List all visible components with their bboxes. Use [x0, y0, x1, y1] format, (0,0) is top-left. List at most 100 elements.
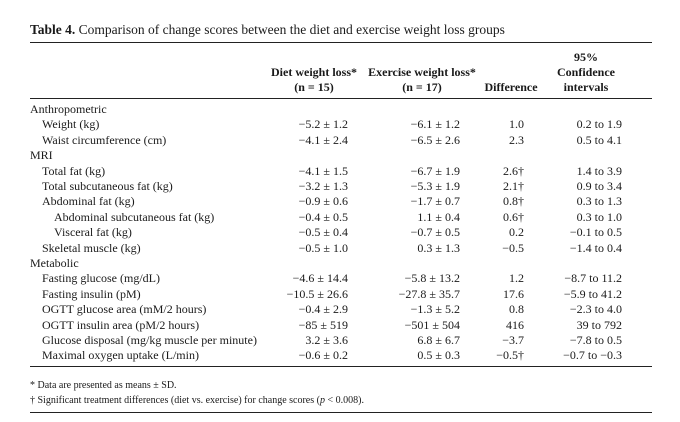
table-row: Abdominal fat (kg) −0.9 ± 0.6 −1.7 ± 0.7 0.…	[0, 194, 680, 209]
ci-value: 39 to 792	[576, 317, 622, 332]
exercise-value: −5.8 ± 13.2	[404, 271, 460, 286]
row-label: Total fat (kg)	[42, 163, 106, 178]
row-label: Maximal oxygen uptake (L/min)	[42, 348, 199, 363]
table-row: Skeletal muscle (kg) −0.5 ± 1.0 0.3 ± 1.3 −…	[0, 241, 680, 256]
row-label: Waist circumference (cm)	[42, 132, 167, 147]
row-label: OGTT glucose area (mM/2 hours)	[42, 302, 207, 317]
exercise-value: −1.3 ± 5.2	[410, 302, 460, 317]
row-label: OGTT insulin area (pM/2 hours)	[42, 317, 200, 332]
difference-value: 2.3	[509, 132, 524, 147]
diet-value: −4.1 ± 1.5	[298, 163, 348, 178]
section-heading-row: MRI	[0, 148, 680, 163]
difference-value: 0.8	[509, 302, 524, 317]
top-rule	[30, 42, 652, 43]
table-row: Fasting insulin (pM) −10.5 ± 26.6 −27.8 ± …	[0, 287, 680, 302]
table-row: Total fat (kg) −4.1 ± 1.5 −6.7 ± 1.9 2.6† 1.…	[0, 164, 680, 179]
row-label: MRI	[30, 148, 53, 163]
difference-value: −0.5†	[496, 348, 524, 363]
row-label: Metabolic	[30, 256, 79, 270]
section-heading-row: Metabolic	[0, 256, 680, 271]
exercise-value: −6.1 ± 1.2	[410, 117, 460, 132]
table-row: OGTT glucose area (mM/2 hours) −0.4 ± 2.9…	[0, 302, 680, 317]
exercise-value: −1.7 ± 0.7	[410, 194, 460, 209]
table-row: Visceral fat (kg) −0.5 ± 0.4 −0.7 ± 0.5 0.2…	[0, 225, 680, 240]
diet-value: −0.4 ± 0.5	[298, 209, 348, 224]
difference-value: 0.2	[509, 225, 524, 240]
table-row: OGTT insulin area (pM/2 hours) −85 ± 519 −…	[0, 318, 680, 333]
table-row: Fasting glucose (mg/dL) −4.6 ± 14.4 −5.8 ±…	[0, 271, 680, 286]
ci-value: 0.2 to 1.9	[576, 117, 622, 132]
header-ci-line2: Confidence	[557, 65, 615, 79]
table-row: Total subcutaneous fat (kg) −3.2 ± 1.3 −5.…	[0, 179, 680, 194]
footnote-2-post: < 0.008).	[324, 395, 364, 406]
diet-value: −10.5 ± 26.6	[286, 286, 348, 301]
difference-value: 1.2	[509, 271, 524, 286]
ci-value: −1.4 to 0.4	[569, 240, 622, 255]
ci-value: 0.5 to 4.1	[576, 132, 622, 147]
ci-value: 0.9 to 3.4	[576, 179, 622, 193]
ci-value: −7.8 to 0.5	[569, 333, 622, 347]
diet-value: −3.2 ± 1.3	[298, 179, 348, 193]
row-label: Skeletal muscle (kg)	[42, 240, 141, 255]
footnote-1-text: * Data are presented as means ± SD.	[30, 380, 177, 391]
difference-value: −3.7	[502, 333, 524, 347]
table-row: Waist circumference (cm) −4.1 ± 2.4 −6.5 ±…	[0, 133, 680, 148]
difference-value: 1.0	[509, 117, 524, 132]
ci-value: −5.9 to 41.2	[563, 286, 622, 301]
header-exercise-n: (n = 17)	[402, 80, 442, 94]
footer-rule	[30, 412, 652, 413]
exercise-value: −0.7 ± 0.5	[410, 225, 460, 240]
ci-value: −0.7 to −0.3	[563, 348, 622, 363]
exercise-value: 6.8 ± 6.7	[417, 333, 460, 347]
difference-value: 17.6	[503, 286, 524, 301]
ci-value: −8.7 to 11.2	[564, 271, 622, 286]
bottom-rule	[30, 366, 652, 367]
difference-value: −0.5	[502, 240, 524, 255]
ci-value: −2.3 to 4.0	[569, 302, 622, 317]
table-row: Abdominal subcutaneous fat (kg) −0.4 ± 0.…	[0, 210, 680, 225]
difference-value: 2.6†	[503, 163, 524, 178]
ci-value: 0.3 to 1.3	[576, 194, 622, 209]
header-exercise-label: Exercise weight loss*	[368, 65, 476, 79]
diet-value: −0.4 ± 2.9	[298, 302, 348, 317]
exercise-value: −501 ± 504	[404, 317, 460, 332]
header-ci-line1: 95%	[574, 50, 598, 64]
header-rule	[30, 98, 652, 99]
caption-text: Comparison of change scores between the …	[78, 22, 505, 37]
difference-value: 2.1†	[503, 179, 524, 193]
exercise-value: 0.3 ± 1.3	[417, 240, 460, 255]
header-diet-label: Diet weight loss*	[271, 65, 357, 79]
row-label: Abdominal fat (kg)	[42, 194, 135, 209]
header-exercise: Exercise weight loss* (n = 17)	[362, 65, 482, 95]
row-label: Anthropometric	[30, 102, 107, 116]
ci-value: 0.3 to 1.0	[576, 209, 622, 224]
header-difference: Difference	[476, 80, 546, 95]
header-ci-line3: intervals	[563, 80, 609, 94]
diet-value: −0.9 ± 0.6	[298, 194, 348, 209]
exercise-value: −27.8 ± 35.7	[398, 286, 460, 301]
row-label: Weight (kg)	[42, 117, 100, 132]
difference-value: 0.6†	[503, 209, 524, 224]
ci-value: −0.1 to 0.5	[569, 225, 622, 240]
header-difference-label: Difference	[484, 80, 538, 94]
table-row: Weight (kg) −5.2 ± 1.2 −6.1 ± 1.2 1.0 0.2 to…	[0, 117, 680, 132]
header-diet: Diet weight loss* (n = 15)	[262, 65, 366, 95]
exercise-value: 0.5 ± 0.3	[417, 348, 460, 363]
row-label: Fasting insulin (pM)	[42, 286, 141, 301]
row-label: Glucose disposal (mg/kg muscle per minut…	[42, 333, 257, 347]
section-heading-row: Anthropometric	[0, 102, 680, 117]
footnote-2: † Significant treatment differences (die…	[30, 395, 364, 406]
difference-value: 0.8†	[503, 194, 524, 209]
table-caption: Table 4. Comparison of change scores bet…	[30, 22, 505, 38]
footnote-1: * Data are presented as means ± SD.	[30, 380, 177, 391]
diet-value: −85 ± 519	[298, 317, 348, 332]
header-ci: 95% Confidence intervals	[548, 50, 624, 95]
caption-label: Table 4.	[30, 22, 76, 37]
footnote-2-pre: † Significant treatment differences (die…	[30, 395, 320, 406]
exercise-value: −6.7 ± 1.9	[410, 163, 460, 178]
table-row: Maximal oxygen uptake (L/min) −0.6 ± 0.2 0…	[0, 348, 680, 363]
diet-value: 3.2 ± 3.6	[305, 333, 348, 347]
diet-value: −0.5 ± 0.4	[298, 225, 348, 240]
exercise-value: −6.5 ± 2.6	[410, 132, 460, 147]
exercise-value: −5.3 ± 1.9	[410, 179, 460, 193]
